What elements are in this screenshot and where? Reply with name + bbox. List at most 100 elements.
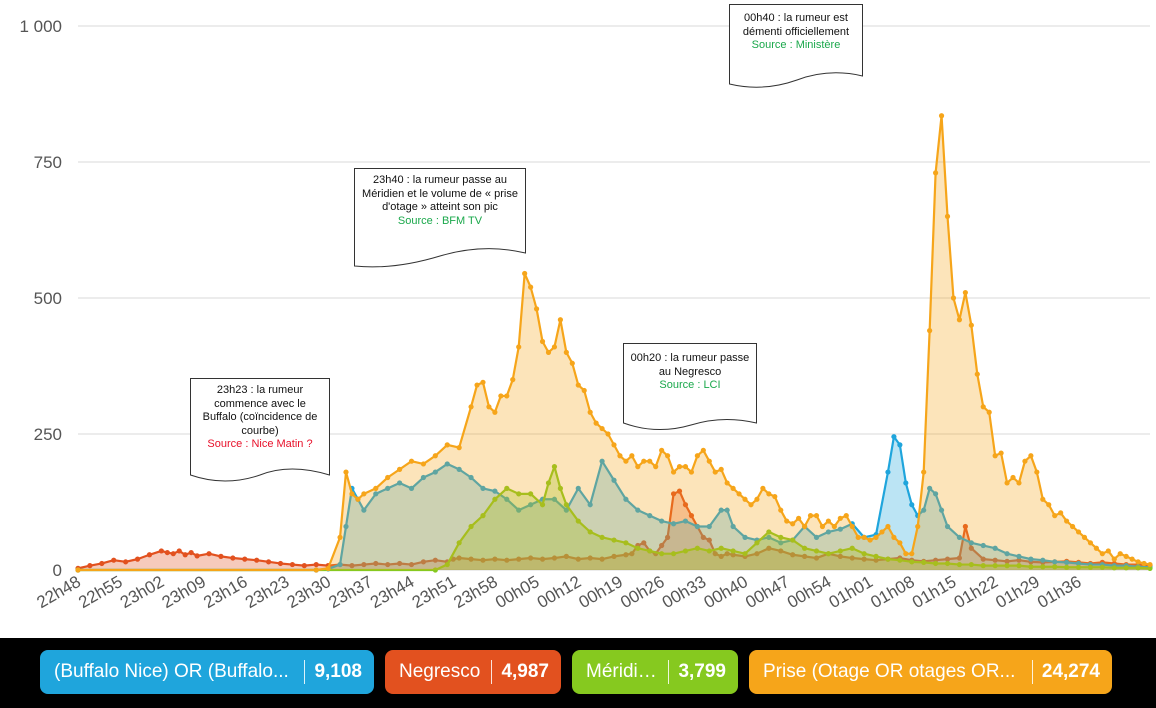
point-meridien [754, 540, 760, 546]
point-negresco [146, 552, 153, 558]
point-buffalo [492, 488, 498, 494]
point-prise [998, 450, 1004, 456]
point-prise [1028, 453, 1034, 459]
point-negresco [790, 552, 796, 558]
point-prise [867, 537, 873, 543]
point-prise [420, 461, 427, 467]
point-buffalo [682, 518, 689, 524]
point-meridien [956, 561, 963, 568]
legend-item-prise[interactable]: Prise (Otage OR otages OR... 24,274 [749, 650, 1112, 694]
point-buffalo [1016, 553, 1022, 560]
point-prise [950, 295, 957, 301]
point-negresco [623, 552, 629, 558]
point-buffalo [373, 491, 379, 497]
point-prise [563, 349, 569, 355]
legend-label: (Buffalo Nice) OR (Buffalo... [54, 661, 289, 682]
annotation-note-shape [190, 378, 330, 482]
annotation-text: 23h40 : la rumeur passe au Méridien et l… [362, 174, 518, 213]
point-prise [1034, 469, 1040, 475]
legend-item-negresco[interactable]: Negresco 4,987 [385, 650, 561, 694]
legend-count: 4,987 [501, 661, 549, 682]
point-buffalo [361, 507, 367, 513]
point-buffalo [1064, 559, 1070, 565]
point-prise [522, 270, 528, 277]
x-tick-label: 00h12 [534, 572, 584, 612]
point-prise [325, 565, 331, 571]
point-meridien [432, 567, 438, 573]
point-prise [801, 523, 808, 530]
point-meridien [766, 529, 772, 535]
point-buffalo [885, 469, 891, 475]
point-meridien [873, 553, 879, 560]
legend-item-meridien[interactable]: Méridien 3,799 [572, 650, 738, 694]
point-negresco [432, 557, 438, 563]
legend-item-buffalo[interactable]: (Buffalo Nice) OR (Buffalo... 9,108 [40, 650, 374, 694]
point-buffalo [504, 496, 510, 502]
point-meridien [1040, 564, 1046, 570]
y-tick-label: 1 000 [19, 17, 62, 36]
point-negresco [641, 540, 647, 546]
point-negresco [111, 557, 117, 563]
annotation-source: Source : BFM TV [397, 214, 483, 227]
point-buffalo [766, 534, 772, 540]
point-meridien [706, 548, 712, 554]
point-prise [772, 493, 778, 500]
chart-area: 0 250 500 750 1 000 22h4822h5523h0223h0923h1… [19, 17, 1153, 612]
point-meridien [1099, 564, 1105, 570]
point-negresco [170, 551, 176, 557]
point-prise [533, 306, 540, 312]
point-prise [1135, 559, 1141, 565]
legend-count: 24,274 [1041, 661, 1100, 682]
point-buffalo [1004, 551, 1010, 557]
point-prise [75, 567, 81, 573]
point-prise [944, 213, 951, 219]
x-tick-label: 00h19 [576, 572, 626, 612]
legend: (Buffalo Nice) OR (Buffalo... 9,108 Negr… [0, 638, 1156, 708]
point-prise [623, 458, 629, 464]
point-negresco [385, 561, 391, 568]
point-prise [1069, 523, 1076, 530]
point-meridien [1087, 564, 1094, 570]
point-buffalo [623, 496, 629, 502]
point-prise [665, 453, 671, 459]
point-prise [927, 328, 933, 334]
point-negresco [766, 545, 772, 551]
point-buffalo [575, 485, 581, 491]
x-tick-label: 23h44 [367, 572, 417, 612]
point-prise [718, 466, 724, 472]
point-prise [1064, 518, 1070, 524]
point-negresco [575, 556, 581, 562]
point-meridien [587, 529, 593, 535]
point-prise [796, 515, 802, 521]
point-prise [897, 540, 903, 546]
point-negresco [801, 553, 808, 560]
x-tick-label: 23h51 [409, 572, 459, 612]
point-buffalo [891, 434, 897, 440]
point-prise [855, 534, 861, 540]
point-negresco [956, 555, 963, 561]
point-prise [921, 469, 927, 475]
x-tick-label: 00h33 [659, 572, 709, 612]
point-prise [593, 420, 599, 426]
point-prise [962, 289, 968, 296]
point-meridien [718, 545, 724, 551]
point-prise [605, 431, 611, 437]
point-negresco [289, 561, 295, 568]
point-prise [545, 349, 552, 355]
point-prise [736, 491, 742, 497]
area-fill-meridien [78, 466, 1150, 570]
point-prise [397, 466, 403, 472]
point-meridien [1028, 564, 1034, 570]
point-meridien [611, 537, 617, 543]
point-prise [349, 491, 355, 497]
point-prise [742, 496, 748, 502]
point-prise [682, 464, 689, 470]
annotation-note-shape [623, 343, 757, 431]
point-prise [1075, 529, 1082, 535]
point-buffalo [647, 513, 653, 519]
point-negresco [539, 556, 546, 562]
x-tick-label: 00h47 [742, 572, 792, 612]
point-prise [581, 387, 587, 394]
annotation-text: 00h40 : la rumeur est démenti officielle… [742, 12, 850, 38]
annotation-note-shape [354, 168, 526, 268]
